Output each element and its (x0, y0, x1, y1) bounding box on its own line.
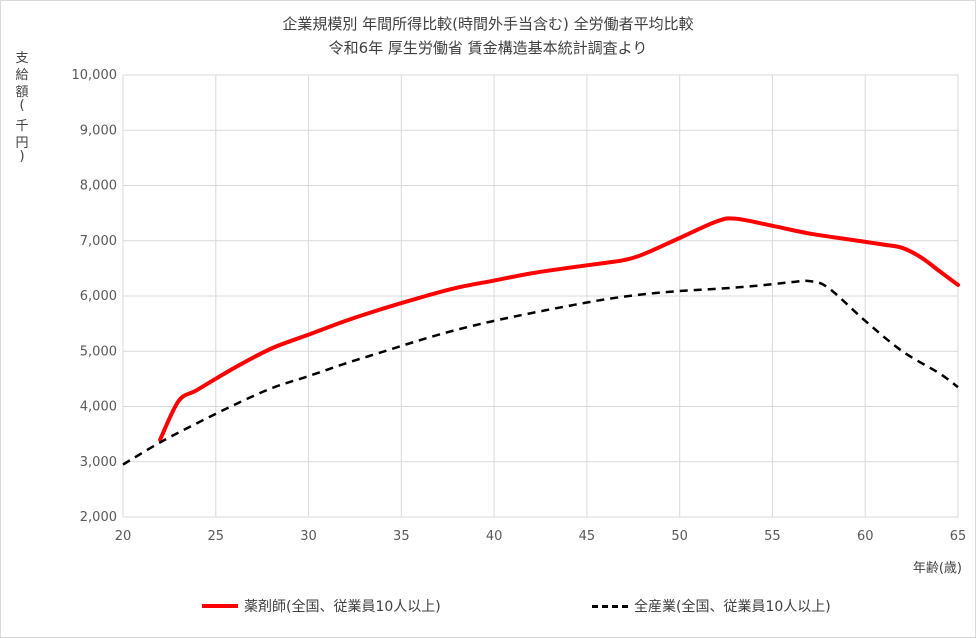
series-lines (122, 216, 960, 466)
y-tick-label: 2,000 (80, 510, 117, 525)
y-axis-label-char: 円 (15, 136, 29, 151)
x-tick-label: 45 (579, 529, 596, 544)
x-tick-label: 55 (764, 529, 781, 544)
legend-label-all-industries: 全産業(全国、従業員10人以上) (634, 599, 831, 615)
x-tick-label: 35 (393, 529, 410, 544)
legend-swatch-pharmacist (202, 604, 238, 608)
x-tick-label: 40 (486, 529, 503, 544)
y-axis-label-char: ) (19, 149, 25, 164)
legend-label-pharmacist: 薬剤師(全国、従業員10人以上) (244, 599, 441, 615)
x-tick-label: 25 (208, 529, 225, 544)
y-tick-label: 4,000 (80, 400, 117, 415)
legend-swatch-all-industries (592, 604, 628, 608)
x-tick-label: 20 (115, 529, 132, 544)
y-axis-label-char: 支 (15, 51, 29, 66)
gridlines (122, 74, 959, 518)
y-tick-label: 5,000 (80, 344, 117, 359)
x-axis-ticks: 20 25 30 35 40 45 50 55 60 65 (115, 529, 967, 544)
x-axis-label: 年齢(歳) (912, 561, 962, 576)
legend: 薬剤師(全国、従業員10人以上) 全産業(全国、従業員10人以上) (0, 596, 976, 626)
x-tick-label: 60 (857, 529, 874, 544)
y-tick-label: 10,000 (72, 68, 118, 83)
y-axis-label-char: 千 (15, 119, 29, 134)
chart-subtitle: 令和6年 厚生労働省 賃金構造基本統計調査より (328, 39, 648, 57)
y-tick-label: 6,000 (80, 289, 117, 304)
y-axis-label-char: ( (19, 98, 25, 113)
y-tick-label: 3,000 (80, 455, 117, 470)
legend-item-all-industries: 全産業(全国、従業員10人以上) (592, 596, 831, 616)
y-tick-label: 9,000 (80, 123, 117, 138)
legend-item-pharmacist: 薬剤師(全国、従業員10人以上) (202, 596, 441, 616)
y-tick-label: 7,000 (80, 234, 117, 249)
y-axis-label-char: 額 (15, 85, 29, 100)
series-line-all-industries (122, 279, 959, 466)
x-tick-label: 65 (950, 529, 967, 544)
series-line-pharmacist (158, 216, 960, 442)
x-tick-label: 30 (300, 529, 317, 544)
chart-title: 企業規模別 年間所得比較(時間外手当含む) 全労働者平均比較 (282, 15, 694, 33)
y-axis-ticks: 2,000 3,000 4,000 5,000 6,000 7,000 8,000 9,000… (72, 68, 118, 525)
x-tick-label: 50 (671, 529, 688, 544)
y-tick-label: 8,000 (80, 179, 117, 194)
y-axis-label-char: 給 (15, 68, 29, 83)
